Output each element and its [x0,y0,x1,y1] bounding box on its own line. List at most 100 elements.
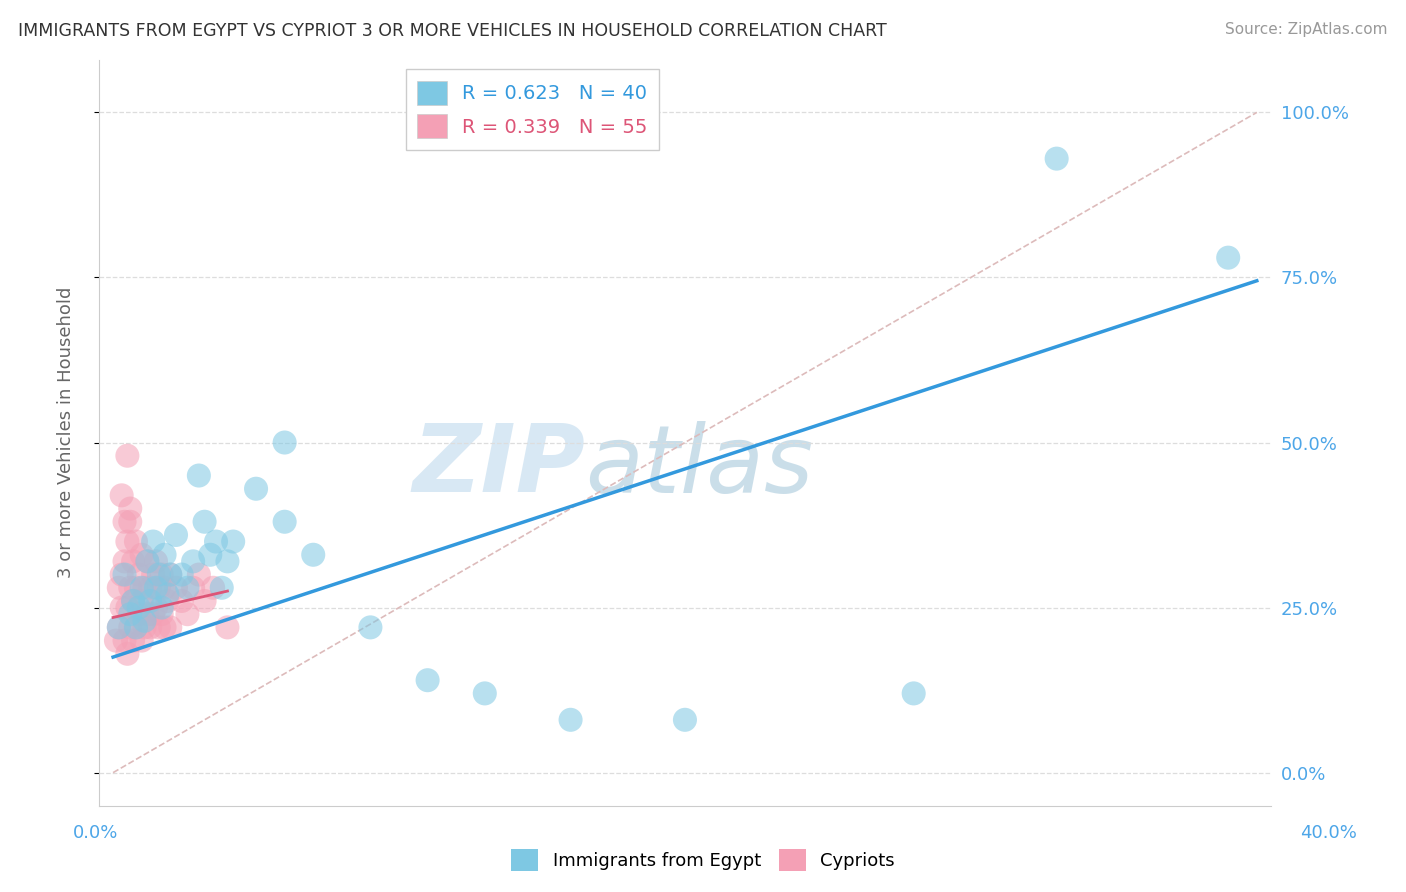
Immigrants from Egypt [142,534,165,549]
Cypriots [128,567,150,582]
Immigrants from Egypt [1218,251,1240,265]
Cypriots [202,581,225,595]
Cypriots [104,633,127,648]
Text: Source: ZipAtlas.com: Source: ZipAtlas.com [1225,22,1388,37]
Cypriots [131,633,153,648]
Cypriots [148,620,170,634]
Immigrants from Egypt [673,713,696,727]
Immigrants from Egypt [211,581,233,595]
Cypriots [114,515,136,529]
Immigrants from Egypt [302,548,325,562]
Cypriots [111,488,134,502]
Text: IMMIGRANTS FROM EGYPT VS CYPRIOT 3 OR MORE VEHICLES IN HOUSEHOLD CORRELATION CHA: IMMIGRANTS FROM EGYPT VS CYPRIOT 3 OR MO… [18,22,887,40]
Cypriots [134,581,156,595]
Immigrants from Egypt [153,548,176,562]
Cypriots [120,620,142,634]
Cypriots [159,567,181,582]
Cypriots [176,607,198,622]
Text: 0.0%: 0.0% [73,824,118,842]
Cypriots [150,607,173,622]
Immigrants from Egypt [560,713,582,727]
Immigrants from Egypt [134,614,156,628]
Immigrants from Egypt [200,548,222,562]
Text: 40.0%: 40.0% [1301,824,1357,842]
Cypriots [142,567,165,582]
Cypriots [125,534,148,549]
Cypriots [148,581,170,595]
Cypriots [120,581,142,595]
Immigrants from Egypt [107,620,129,634]
Cypriots [131,548,153,562]
Cypriots [122,633,145,648]
Cypriots [125,620,148,634]
Cypriots [181,581,204,595]
Legend: Immigrants from Egypt, Cypriots: Immigrants from Egypt, Cypriots [503,842,903,879]
Cypriots [128,607,150,622]
Cypriots [139,620,162,634]
Cypriots [159,620,181,634]
Immigrants from Egypt [156,587,179,601]
Cypriots [153,620,176,634]
Immigrants from Egypt [145,581,167,595]
Cypriots [156,594,179,608]
Immigrants from Egypt [181,554,204,568]
Text: atlas: atlas [585,421,814,512]
Cypriots [194,594,217,608]
Immigrants from Egypt [136,554,159,568]
Immigrants from Egypt [903,686,925,700]
Immigrants from Egypt [125,620,148,634]
Cypriots [114,633,136,648]
Cypriots [170,594,193,608]
Y-axis label: 3 or more Vehicles in Household: 3 or more Vehicles in Household [58,287,75,578]
Cypriots [117,449,139,463]
Cypriots [120,501,142,516]
Immigrants from Egypt [245,482,267,496]
Cypriots [217,620,239,634]
Immigrants from Egypt [150,600,173,615]
Cypriots [131,594,153,608]
Legend: R = 0.623   N = 40, R = 0.339   N = 55: R = 0.623 N = 40, R = 0.339 N = 55 [406,70,659,150]
Immigrants from Egypt [359,620,381,634]
Immigrants from Egypt [114,567,136,582]
Immigrants from Egypt [416,673,439,688]
Cypriots [117,647,139,661]
Immigrants from Egypt [474,686,496,700]
Cypriots [117,600,139,615]
Cypriots [134,620,156,634]
Immigrants from Egypt [122,594,145,608]
Immigrants from Egypt [187,468,209,483]
Immigrants from Egypt [176,581,198,595]
Cypriots [122,594,145,608]
Immigrants from Egypt [148,567,170,582]
Immigrants from Egypt [170,567,193,582]
Cypriots [145,554,167,568]
Cypriots [136,607,159,622]
Immigrants from Egypt [131,581,153,595]
Immigrants from Egypt [165,528,187,542]
Immigrants from Egypt [194,515,217,529]
Cypriots [150,567,173,582]
Immigrants from Egypt [217,554,239,568]
Cypriots [136,554,159,568]
Immigrants from Egypt [222,534,245,549]
Immigrants from Egypt [120,607,142,622]
Cypriots [153,581,176,595]
Immigrants from Egypt [205,534,228,549]
Text: ZIP: ZIP [412,420,585,512]
Cypriots [142,607,165,622]
Cypriots [117,534,139,549]
Immigrants from Egypt [128,600,150,615]
Cypriots [107,620,129,634]
Cypriots [111,567,134,582]
Immigrants from Egypt [139,594,162,608]
Cypriots [122,554,145,568]
Cypriots [165,581,187,595]
Cypriots [114,554,136,568]
Cypriots [111,600,134,615]
Immigrants from Egypt [159,567,181,582]
Immigrants from Egypt [1046,152,1069,166]
Cypriots [139,581,162,595]
Immigrants from Egypt [273,435,295,450]
Cypriots [187,567,209,582]
Cypriots [120,515,142,529]
